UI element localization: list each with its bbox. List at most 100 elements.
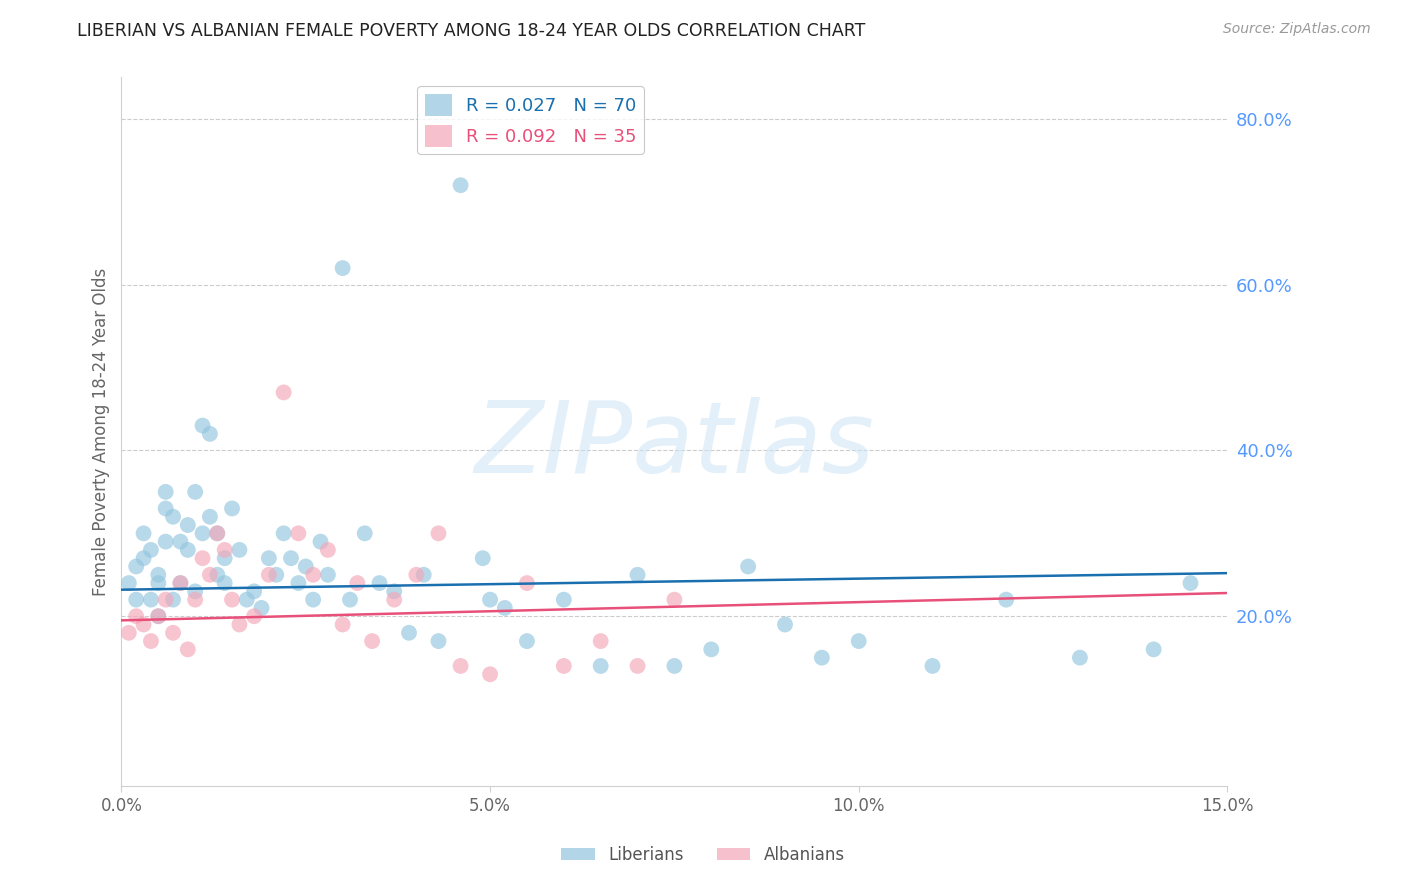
Point — [553, 592, 575, 607]
Point — [273, 526, 295, 541]
Point — [236, 592, 259, 607]
Point — [155, 484, 177, 499]
Point — [125, 592, 148, 607]
Text: Source: ZipAtlas.com: Source: ZipAtlas.com — [1223, 22, 1371, 37]
Point — [177, 518, 200, 533]
Point — [412, 567, 434, 582]
Point — [1143, 642, 1166, 657]
Point — [737, 559, 759, 574]
Point — [294, 559, 316, 574]
Point — [450, 178, 472, 193]
Point — [221, 592, 243, 607]
Legend: R = 0.027   N = 70, R = 0.092   N = 35: R = 0.027 N = 70, R = 0.092 N = 35 — [418, 87, 644, 154]
Point — [198, 567, 221, 582]
Point — [207, 567, 229, 582]
Point — [353, 526, 375, 541]
Point — [368, 576, 391, 591]
Point — [626, 567, 648, 582]
Point — [1069, 650, 1091, 665]
Point — [664, 659, 686, 673]
Text: ZIPatlas: ZIPatlas — [474, 398, 875, 494]
Point — [214, 542, 236, 557]
Point — [361, 634, 384, 648]
Point — [228, 542, 250, 557]
Point — [309, 534, 332, 549]
Point — [516, 576, 538, 591]
Point — [139, 542, 162, 557]
Point — [995, 592, 1018, 607]
Point — [382, 592, 405, 607]
Point — [221, 501, 243, 516]
Point — [589, 659, 612, 673]
Point — [302, 592, 325, 607]
Point — [264, 567, 287, 582]
Point — [1180, 576, 1202, 591]
Point — [132, 617, 155, 632]
Point — [139, 592, 162, 607]
Point — [198, 426, 221, 441]
Point — [471, 551, 494, 566]
Point — [405, 567, 427, 582]
Point — [132, 551, 155, 566]
Point — [280, 551, 302, 566]
Point — [287, 526, 309, 541]
Point — [479, 592, 502, 607]
Point — [148, 609, 170, 624]
Point — [316, 542, 339, 557]
Point — [553, 659, 575, 673]
Point — [214, 551, 236, 566]
Point — [664, 592, 686, 607]
Point — [332, 617, 354, 632]
Point — [316, 567, 339, 582]
Point — [184, 484, 207, 499]
Point — [184, 592, 207, 607]
Point — [207, 526, 229, 541]
Point — [398, 625, 420, 640]
Point — [848, 634, 870, 648]
Point — [191, 526, 214, 541]
Point — [427, 634, 450, 648]
Point — [287, 576, 309, 591]
Point — [148, 609, 170, 624]
Point — [191, 418, 214, 433]
Point — [162, 592, 184, 607]
Point — [700, 642, 723, 657]
Point — [184, 584, 207, 599]
Point — [811, 650, 834, 665]
Point — [243, 584, 266, 599]
Point — [626, 659, 648, 673]
Point — [494, 601, 516, 615]
Point — [302, 567, 325, 582]
Point — [118, 576, 141, 591]
Point — [450, 659, 472, 673]
Point — [169, 534, 191, 549]
Point — [162, 509, 184, 524]
Point — [382, 584, 405, 599]
Point — [773, 617, 796, 632]
Point — [125, 609, 148, 624]
Point — [148, 576, 170, 591]
Point — [257, 551, 280, 566]
Point — [346, 576, 368, 591]
Point — [169, 576, 191, 591]
Point — [198, 509, 221, 524]
Point — [250, 601, 273, 615]
Point — [273, 385, 295, 400]
Point — [118, 625, 141, 640]
Point — [139, 634, 162, 648]
Point — [589, 634, 612, 648]
Point — [207, 526, 229, 541]
Point — [516, 634, 538, 648]
Point — [169, 576, 191, 591]
Point — [479, 667, 502, 681]
Point — [132, 526, 155, 541]
Point — [228, 617, 250, 632]
Point — [177, 642, 200, 657]
Legend: Liberians, Albanians: Liberians, Albanians — [555, 839, 851, 871]
Y-axis label: Female Poverty Among 18-24 Year Olds: Female Poverty Among 18-24 Year Olds — [93, 268, 110, 596]
Point — [332, 261, 354, 276]
Text: LIBERIAN VS ALBANIAN FEMALE POVERTY AMONG 18-24 YEAR OLDS CORRELATION CHART: LIBERIAN VS ALBANIAN FEMALE POVERTY AMON… — [77, 22, 866, 40]
Point — [427, 526, 450, 541]
Point — [243, 609, 266, 624]
Point — [214, 576, 236, 591]
